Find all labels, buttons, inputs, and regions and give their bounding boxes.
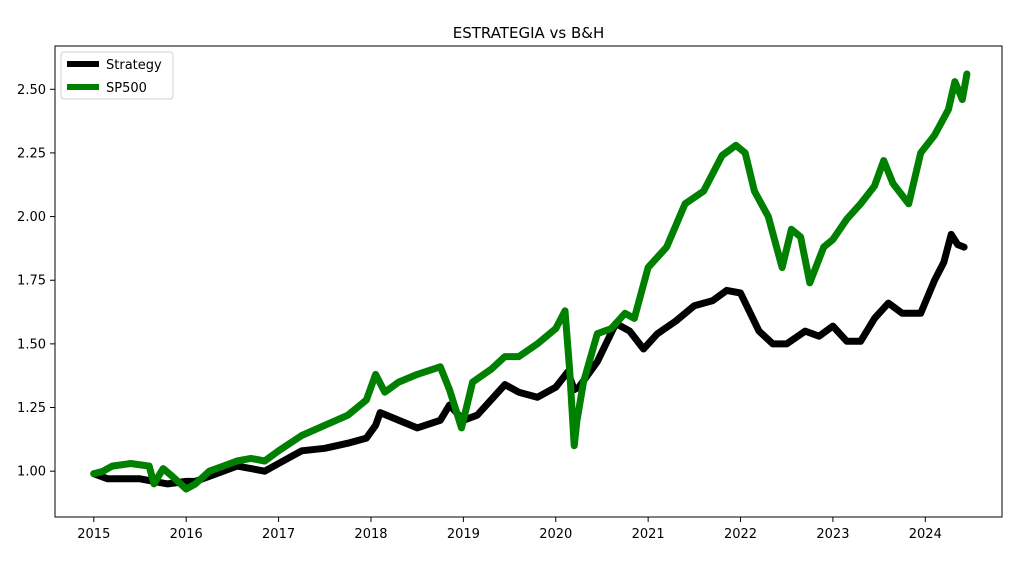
x-tick-label: 2021 [632, 527, 665, 542]
y-tick-label: 1.00 [17, 465, 46, 480]
y-tick-label: 1.25 [17, 401, 46, 416]
x-tick-label: 2020 [539, 527, 572, 542]
chart-title: ESTRATEGIA vs B&H [453, 24, 605, 42]
x-tick-label: 2024 [909, 527, 942, 542]
x-tick-label: 2016 [170, 527, 203, 542]
plot-area [54, 45, 1003, 518]
legend-label-strategy: Strategy [106, 58, 162, 73]
series-line-strategy [90, 230, 968, 488]
x-tick-label: 2023 [816, 527, 849, 542]
series-layer [90, 70, 971, 493]
series-line-sp500 [90, 70, 971, 493]
y-axis: 1.00 1.25 1.50 1.75 2.00 2.25 2.50 [17, 83, 55, 480]
x-tick-label: 2015 [77, 527, 110, 542]
x-tick-label: 2017 [262, 527, 295, 542]
y-tick-label: 1.50 [17, 337, 46, 352]
y-tick-label: 1.75 [17, 274, 46, 289]
x-axis: 2015 2016 2017 2018 2019 2020 2021 2022 2023 2024 [77, 517, 942, 542]
y-tick-label: 2.50 [17, 83, 46, 98]
y-tick-label: 2.00 [17, 210, 46, 225]
y-tick-label: 2.25 [17, 146, 46, 161]
x-tick-label: 2022 [724, 527, 757, 542]
legend: Strategy SP500 [60, 51, 174, 100]
x-tick-label: 2019 [447, 527, 480, 542]
x-tick-label: 2018 [354, 527, 387, 542]
legend-label-sp500: SP500 [106, 81, 147, 96]
